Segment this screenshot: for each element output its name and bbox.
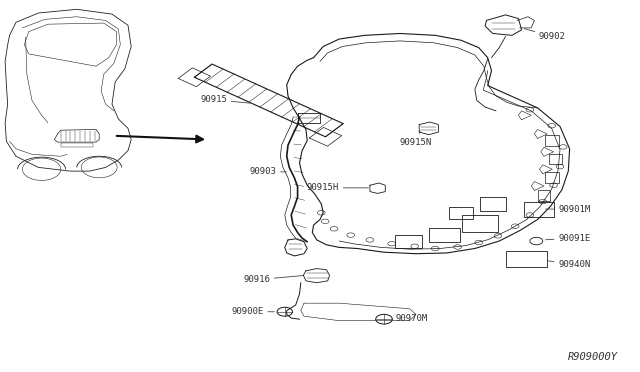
Bar (524, 202, 554, 217)
Text: 90915N: 90915N (400, 131, 432, 147)
Text: 90970M: 90970M (392, 314, 428, 323)
Bar (549, 154, 562, 164)
Text: 90915: 90915 (200, 95, 250, 104)
Bar (449, 207, 473, 219)
Text: 90915H: 90915H (307, 183, 369, 192)
Text: 90940N: 90940N (548, 260, 590, 269)
Text: 90902: 90902 (524, 29, 566, 41)
Text: 90903: 90903 (250, 167, 287, 176)
Bar (395, 235, 422, 248)
Text: 90900E: 90900E (232, 307, 275, 316)
Text: 90901M: 90901M (545, 205, 590, 214)
Text: 90091E: 90091E (545, 234, 590, 243)
Bar (429, 228, 460, 242)
Bar (538, 190, 550, 201)
Bar (463, 215, 498, 231)
Bar (545, 172, 559, 183)
Bar (480, 197, 506, 211)
Text: R909000Y: R909000Y (568, 352, 618, 362)
Bar (506, 251, 547, 267)
Bar (545, 135, 559, 146)
Text: 90916: 90916 (243, 275, 303, 284)
